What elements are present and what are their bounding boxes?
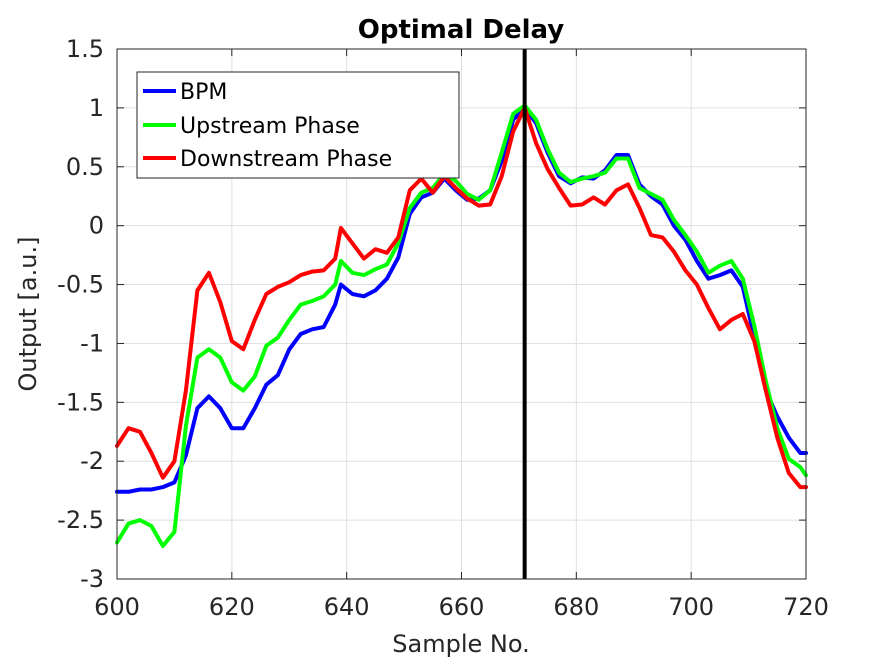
y-tick-label: -1.5	[57, 388, 104, 416]
y-tick-label: -2	[80, 447, 104, 475]
x-tick-label: 640	[324, 593, 370, 621]
legend-label-downstream-phase: Downstream Phase	[180, 147, 392, 172]
x-tick-label: 720	[783, 593, 829, 621]
series-line-upstream-phase	[115, 103, 808, 548]
x-tick-label: 620	[209, 593, 255, 621]
y-tick-label: -1	[80, 329, 104, 357]
x-axis-title: Sample No.	[392, 630, 529, 658]
legend-label-bpm: BPM	[180, 80, 227, 105]
y-tick-label: 0	[89, 212, 104, 240]
chart-title: Optimal Delay	[358, 15, 565, 45]
x-tick-label: 660	[439, 593, 485, 621]
y-tick-label: -2.5	[57, 506, 104, 534]
legend: BPM Upstream Phase Downstream Phase	[136, 71, 460, 179]
x-tick-label: 600	[94, 593, 140, 621]
y-tick-label: 1	[89, 94, 104, 122]
y-tick-label: -3	[80, 565, 104, 593]
y-tick-label: 1.5	[66, 35, 104, 63]
axis-ticks	[116, 48, 807, 580]
y-tick-label: -0.5	[57, 271, 104, 299]
x-tick-labels: 600 620 640 660 680 700 720	[94, 593, 829, 621]
series-lines	[115, 103, 808, 548]
x-tick-label: 680	[553, 593, 599, 621]
series-line-downstream-phase	[115, 105, 808, 490]
y-tick-label: 0.5	[66, 153, 104, 181]
y-axis-title: Output [a.u.]	[14, 237, 42, 392]
y-tick-labels: -3 -2.5 -2 -1.5 -1 -0.5 0 0.5 1 1.5	[57, 35, 104, 593]
x-tick-label: 700	[668, 593, 714, 621]
legend-label-upstream-phase: Upstream Phase	[180, 114, 360, 139]
legend-box	[136, 71, 460, 179]
